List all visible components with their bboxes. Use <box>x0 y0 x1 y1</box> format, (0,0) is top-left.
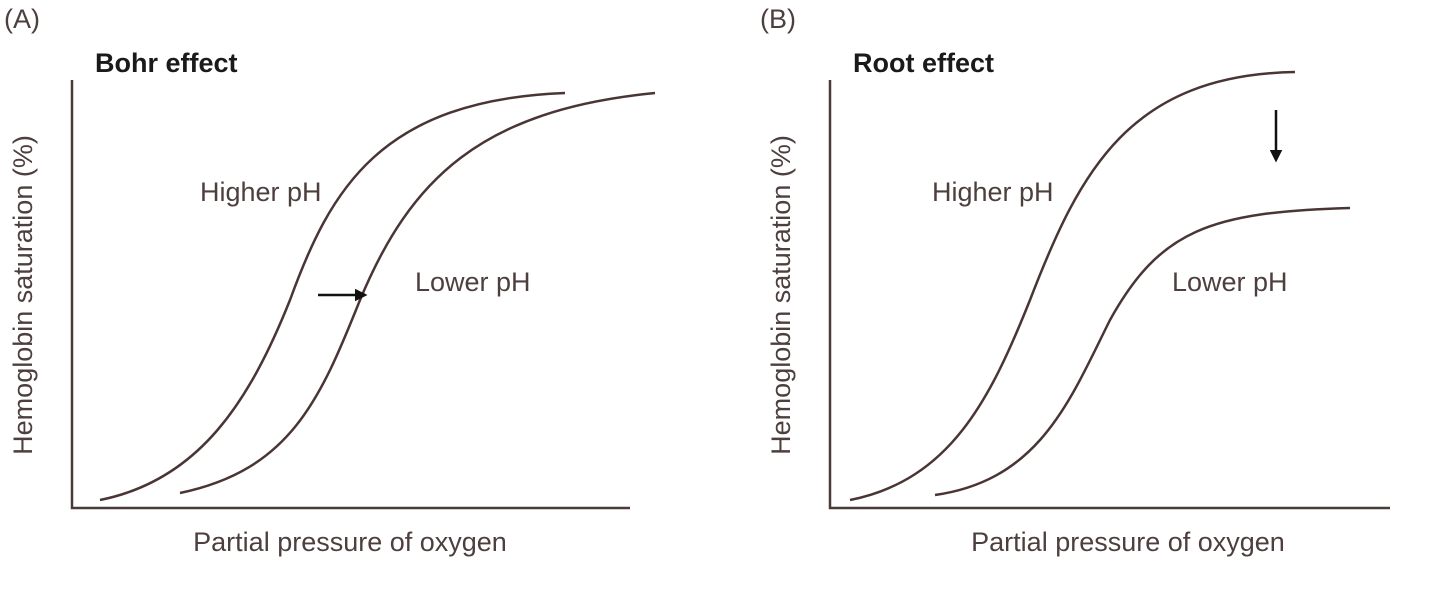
y-axis-label: Hemoglobin saturation (%) <box>8 135 38 455</box>
panel-label: (B) <box>760 4 796 34</box>
curve-label: Lower pH <box>415 267 531 297</box>
curve-label: Higher pH <box>200 177 322 207</box>
curve-higher <box>849 70 1296 502</box>
x-axis-label: Partial pressure of oxygen <box>193 527 507 557</box>
curve-lower <box>934 206 1351 497</box>
axes <box>828 80 1390 510</box>
panel-title: Bohr effect <box>95 48 238 78</box>
panel-b: (B) Root effect Hemoglobin saturation (%… <box>760 4 1390 557</box>
panel-title: Root effect <box>853 48 994 78</box>
curve-label: Lower pH <box>1172 267 1288 297</box>
panel-a: (A) Bohr effect Hemoglobin saturation (%… <box>4 4 656 557</box>
y-axis-label: Hemoglobin saturation (%) <box>766 135 796 455</box>
curve-higher <box>99 91 566 502</box>
panel-label: (A) <box>4 4 40 34</box>
curve-label: Higher pH <box>932 177 1054 207</box>
x-axis-label: Partial pressure of oxygen <box>971 527 1285 557</box>
axes <box>70 80 630 510</box>
